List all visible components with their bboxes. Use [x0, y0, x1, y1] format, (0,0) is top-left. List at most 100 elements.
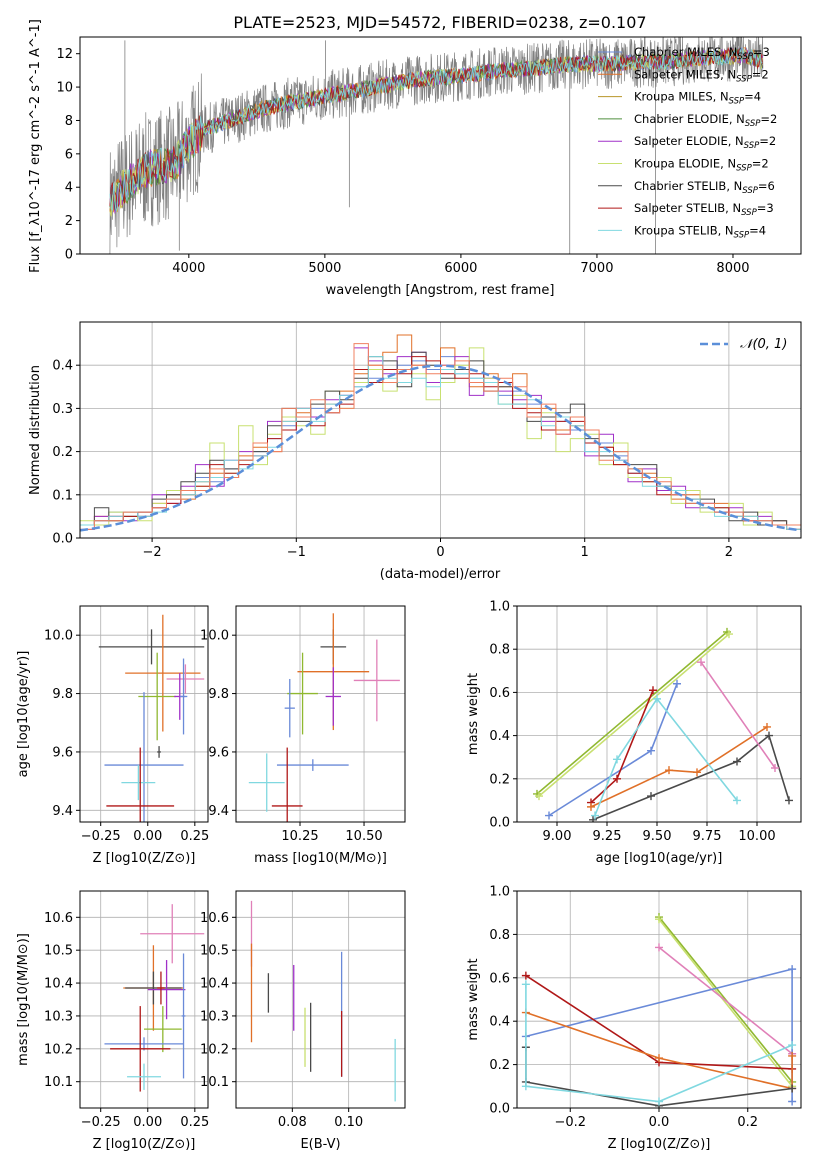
plot-area [521, 913, 797, 1108]
y-tick-label: 9.4 [52, 804, 73, 819]
weight-series [655, 913, 797, 1086]
y-axis-label: age [log10(age/yr)] [16, 651, 31, 778]
x-tick-label: 7000 [580, 261, 613, 276]
legend-label: Chabrier STELIB, NSSP=6 [634, 179, 775, 196]
data-point [157, 746, 161, 758]
x-tick-label: −2 [143, 545, 162, 560]
x-tick-label: 0.25 [180, 1115, 209, 1130]
weight-marker [649, 686, 657, 695]
weight-line [658, 946, 793, 1055]
y-tick-label: 1.0 [489, 600, 510, 615]
weight-marker [535, 792, 543, 801]
data-point [181, 953, 186, 1079]
legend-label: 𝒩(0, 1) [740, 337, 787, 352]
x-tick-label: 0.00 [133, 829, 162, 844]
weight-line [592, 734, 790, 821]
legend-label-sub: SSP [742, 186, 758, 196]
x-tick-label: 10.50 [345, 829, 382, 844]
weight-marker [788, 1097, 797, 1106]
weight-series [655, 943, 797, 1058]
y-tick-label: 0.0 [489, 1102, 510, 1117]
y-axis-label: mass weight [466, 673, 481, 755]
legend-label-end: =3 [753, 45, 770, 59]
weight-marker [521, 971, 530, 980]
legend-label-sub: SSP [744, 141, 760, 151]
y-tick-label: 10.5 [200, 944, 229, 959]
weight-marker [697, 658, 705, 667]
x-tick-label: 0.00 [133, 1115, 162, 1130]
y-tick-label: 9.8 [52, 687, 73, 702]
weight-marker [788, 1041, 797, 1050]
y-axis-label: mass [log10(M/M⊙)] [16, 933, 31, 1066]
x-tick-label: 0.10 [334, 1115, 363, 1130]
weight-marker [655, 915, 663, 924]
panel-5: −0.25 0.00 0.25 10.1 10.2 10.3 10.4 10.5 10.6 Z [… [16, 890, 209, 1152]
x-axis-label: Z [log10(Z/Z⊙)] [93, 1137, 196, 1152]
y-tick-label: 10.6 [200, 911, 229, 926]
weight-marker [647, 746, 655, 755]
legend-label-main: Chabrier MILES, N [634, 45, 737, 59]
data-point [140, 904, 205, 964]
y-tick-label: 0.1 [52, 488, 73, 503]
legend-label-sub: SSP [736, 164, 752, 174]
x-tick-label: 9.25 [593, 829, 622, 844]
weight-marker [765, 731, 773, 740]
plot-area [98, 614, 205, 822]
weight-series [533, 627, 731, 798]
y-tick-label: 0.8 [489, 928, 510, 943]
y-tick-label: 10.1 [44, 1075, 73, 1090]
x-tick-label: 9.50 [643, 829, 672, 844]
weight-line [538, 633, 730, 797]
weight-series [521, 980, 797, 1106]
panel-6: 0.08 0.10 10.1 10.2 10.3 10.4 10.5 10.6 E(B-V) [200, 890, 406, 1152]
x-tick-label: 9.75 [693, 829, 722, 844]
weight-line [525, 984, 793, 1103]
data-point [125, 971, 182, 1005]
legend-label-sub: SSP [729, 97, 745, 107]
weight-marker [613, 755, 621, 764]
panel-0: 4000 5000 6000 7000 8000 0 2 4 6 8 10 12 PLATE=2523,… [28, 13, 802, 298]
legend-label: Salpeter MILES, NSSP=2 [634, 67, 769, 84]
weight-marker [587, 802, 595, 811]
weight-marker [655, 1054, 663, 1063]
weight-marker [763, 722, 771, 731]
weight-line [590, 726, 768, 808]
data-point [166, 664, 205, 694]
x-tick-label: −0.2 [554, 1115, 586, 1130]
data-point [179, 658, 188, 735]
weight-marker [545, 811, 553, 820]
y-tick-label: 0.4 [489, 1015, 510, 1030]
data-point [98, 629, 205, 665]
legend-label: Kroupa MILES, NSSP=4 [634, 90, 761, 107]
x-tick-label: 10.00 [738, 829, 775, 844]
weight-marker [521, 1082, 530, 1091]
legend-label-sub: SSP [737, 52, 753, 62]
weight-line [594, 697, 738, 816]
y-tick-label: 0.6 [489, 971, 510, 986]
x-tick-label: 0 [436, 545, 444, 560]
weight-marker [591, 811, 599, 820]
legend-label-sub: SSP [736, 74, 752, 84]
legend-label-main: Salpeter ELODIE, N [634, 134, 744, 148]
histogram-step [80, 356, 801, 530]
y-tick-label: 10.6 [44, 911, 73, 926]
y-tick-label: 0.6 [489, 686, 510, 701]
weight-marker [733, 796, 741, 805]
chart-title: PLATE=2523, MJD=54572, FIBERID=0238, z=0… [233, 13, 646, 32]
panel-2: −0.25 0.00 0.25 9.4 9.6 9.8 10.0 Z [log10(Z/Z⊙)… [16, 605, 209, 866]
x-axis-label: age [log10(age/yr)] [596, 851, 723, 866]
histogram-step [80, 343, 801, 530]
legend-label-end: =2 [760, 112, 777, 126]
data-point [121, 765, 156, 801]
x-tick-label: 5000 [308, 261, 341, 276]
data-point [248, 753, 285, 812]
y-axis-label: Normed distribution [28, 365, 43, 495]
legend-label-main: Kroupa STELIB, N [634, 223, 734, 237]
y-tick-label: 10 [56, 81, 73, 96]
legend-label: Kroupa ELODIE, NSSP=2 [634, 157, 769, 174]
y-axis-label: Flux [f_λ10^-17 erg cm^-2 s^-1 A^-1] [28, 19, 43, 273]
weight-series [697, 658, 779, 772]
panel-1: −2 −1 0 1 2 0.0 0.1 0.2 0.3 0.4 𝒩(0, 1) (data-model… [28, 321, 802, 582]
legend-label-end: =4 [744, 90, 761, 104]
data-point [353, 639, 400, 722]
